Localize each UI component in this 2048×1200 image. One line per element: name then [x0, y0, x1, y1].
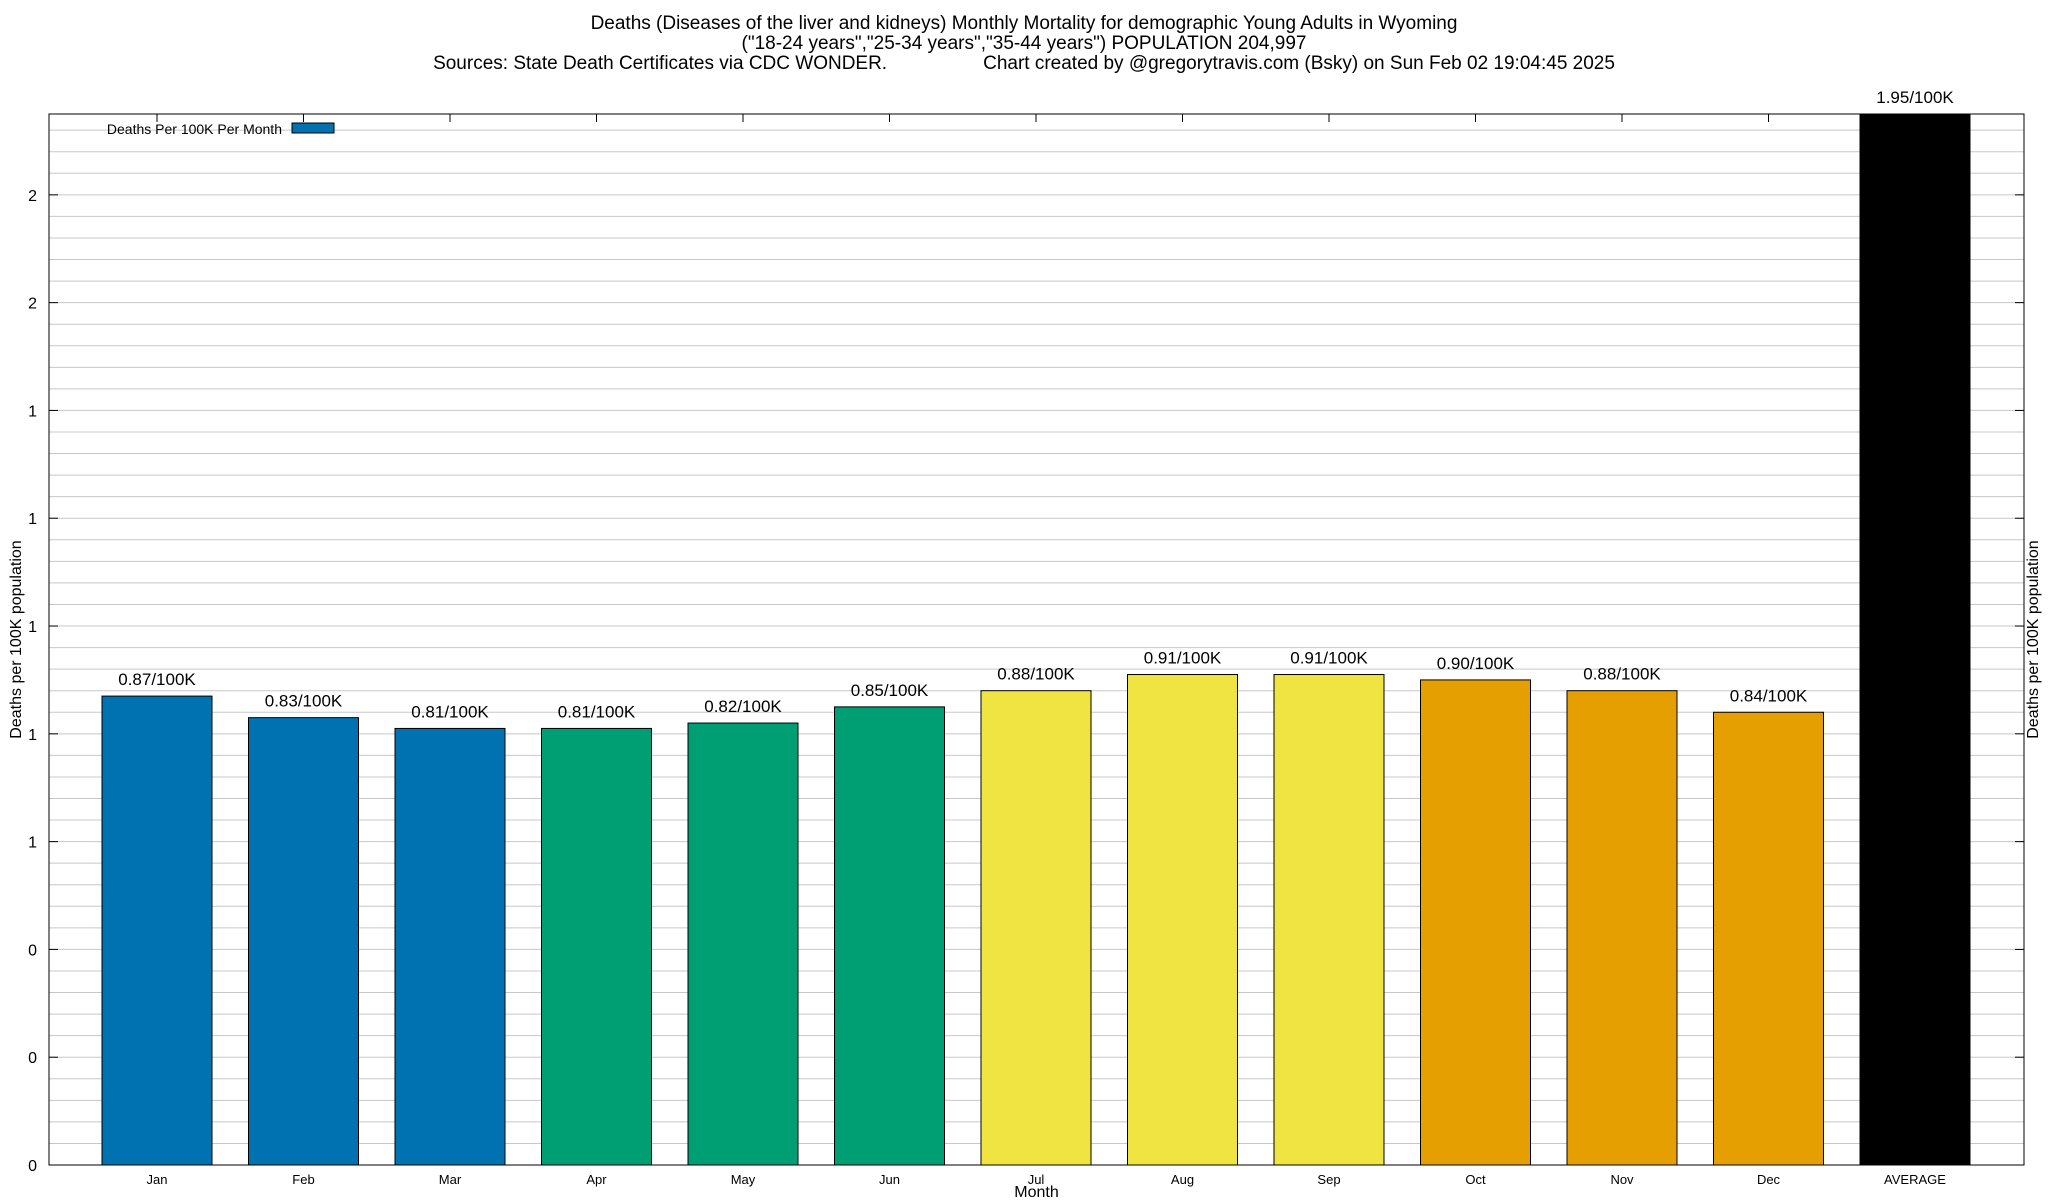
bar-value-label: 0.81/100K	[558, 702, 636, 721]
bar-value-label: 0.88/100K	[997, 665, 1075, 684]
x-tick-label: Dec	[1757, 1172, 1781, 1187]
bar-value-label: 1.95/100K	[1876, 88, 1954, 107]
y-tick-label: 1	[28, 727, 37, 744]
y2-axis-title: Deaths per 100K population	[2025, 540, 2042, 738]
bar-apr	[541, 727, 652, 1166]
x-tick-label: May	[731, 1172, 756, 1187]
chart-sources: Sources: State Death Certificates via CD…	[433, 53, 888, 74]
y-tick-label: 1	[28, 511, 37, 528]
x-tick-label: AVERAGE	[1884, 1172, 1946, 1187]
bar-may	[687, 722, 799, 1166]
y-tick-label: 1	[28, 403, 37, 420]
bar-value-label: 0.84/100K	[1730, 686, 1808, 705]
x-tick-label: Sep	[1317, 1172, 1340, 1187]
bar-mar	[394, 727, 506, 1166]
x-tick-label: Aug	[1171, 1172, 1194, 1187]
bar-jul	[980, 690, 1092, 1166]
y-tick-label: 0	[28, 1050, 37, 1067]
bar-value-label: 0.82/100K	[704, 697, 782, 716]
bar-oct	[1420, 679, 1531, 1166]
x-tick-label: Jan	[147, 1172, 168, 1187]
bar-jun	[834, 706, 945, 1166]
bar-average	[1859, 113, 1971, 1166]
bar-value-label: 0.83/100K	[265, 692, 343, 711]
x-tick-label: Jun	[879, 1172, 900, 1187]
bar-dec	[1713, 711, 1824, 1166]
y-tick-label: 2	[28, 296, 37, 313]
y-tick-label: 1	[28, 619, 37, 636]
bar-value-label: 0.81/100K	[411, 702, 489, 721]
chart-source-line: Sources: State Death Certificates via CD…	[0, 54, 2048, 74]
chart-credit: Chart created by @gregorytravis.com (Bsk…	[983, 53, 1615, 74]
x-tick-label: Feb	[292, 1172, 314, 1187]
x-axis-title: Month	[1014, 1184, 1058, 1200]
chart-title-block: Deaths (Diseases of the liver and kidney…	[0, 14, 2048, 74]
chart-title: Deaths (Diseases of the liver and kidney…	[590, 13, 1458, 34]
bar-value-label: 0.85/100K	[851, 681, 929, 700]
bar-value-label: 0.91/100K	[1144, 649, 1222, 668]
x-tick-label: Mar	[439, 1172, 462, 1187]
bar-feb	[248, 717, 359, 1166]
bar-value-label: 0.91/100K	[1290, 649, 1368, 668]
x-tick-label: Nov	[1610, 1172, 1634, 1187]
y-tick-label: 2	[28, 188, 37, 205]
x-tick-label: Jul	[1028, 1172, 1045, 1187]
bar-value-label: 0.87/100K	[118, 670, 196, 689]
y-tick-label: 0	[28, 942, 37, 959]
x-tick-label: Apr	[586, 1172, 607, 1187]
chart-subtitle: ("18-24 years","25-34 years","35-44 year…	[741, 33, 1307, 54]
legend-label: Deaths Per 100K Per Month	[107, 121, 282, 137]
bar-jan	[101, 695, 213, 1166]
bar-value-label: 0.90/100K	[1437, 654, 1515, 673]
bar-nov	[1566, 690, 1678, 1166]
y-tick-label: 0	[28, 1158, 37, 1175]
y-tick-label: 1	[28, 835, 37, 852]
bar-aug	[1127, 674, 1238, 1166]
bar-sep	[1273, 674, 1385, 1166]
bar-value-label: 0.88/100K	[1583, 665, 1661, 684]
x-tick-label: Oct	[1465, 1172, 1486, 1187]
legend-swatch	[291, 122, 335, 134]
y-axis-title: Deaths per 100K population	[8, 540, 25, 738]
